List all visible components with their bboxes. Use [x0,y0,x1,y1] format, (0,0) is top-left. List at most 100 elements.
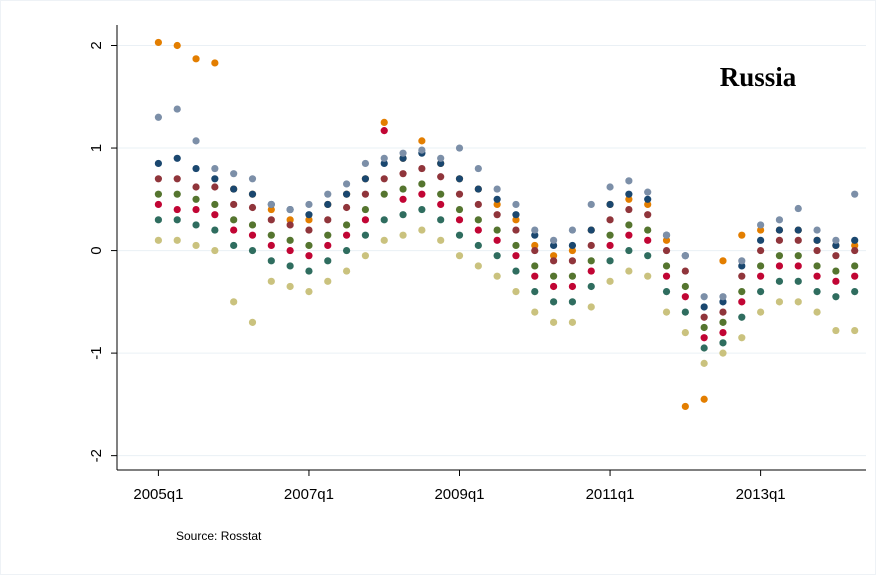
point [154,200,163,209]
point [719,257,727,265]
point [644,195,652,203]
point [437,154,445,162]
point [851,246,859,255]
point [625,195,633,203]
point [455,231,464,239]
point [474,241,482,250]
point [775,236,784,244]
point [531,231,539,239]
point [230,185,238,193]
point [286,216,294,224]
point [719,349,727,357]
point [437,236,445,244]
point [757,272,765,280]
point [531,226,539,234]
point [531,272,539,280]
point [380,154,388,162]
point [267,231,275,239]
point [305,241,313,250]
point [192,55,200,63]
point [211,246,219,255]
point [230,241,238,250]
point [493,272,501,280]
point [154,216,163,224]
point [700,313,708,321]
point [832,241,840,250]
point [550,241,558,250]
point [192,205,200,214]
point [794,204,802,213]
point [568,246,577,255]
point [399,154,407,162]
point [568,282,577,291]
point [286,236,294,244]
point [493,211,501,219]
point [550,318,558,326]
point [173,154,181,162]
point [700,293,708,301]
point [418,205,426,214]
point [342,267,351,275]
point [775,216,784,224]
point [173,105,181,113]
point [550,272,558,280]
point [700,395,708,403]
point [324,231,332,239]
point [794,226,802,234]
point [531,241,539,250]
point [455,216,464,224]
point [606,216,614,224]
point [324,241,332,250]
point [361,159,370,168]
point [587,303,595,311]
point [380,236,388,244]
point [192,183,200,191]
point [455,205,464,214]
point [700,303,708,311]
point [757,246,765,255]
chart-title: Russia [720,62,797,92]
point [775,226,784,234]
point [512,287,520,296]
point [211,183,219,191]
point [681,267,689,275]
point [342,246,351,255]
point [211,175,219,183]
point [230,200,238,209]
y-tick-label: 2 [88,41,105,49]
point [380,159,388,168]
point [644,252,652,260]
point [324,277,332,285]
point [738,272,746,280]
point [474,262,482,270]
y-tick-label: 0 [88,246,105,254]
point [757,308,765,316]
point [719,308,727,316]
point [474,200,482,209]
point [644,226,652,234]
point [681,252,689,260]
point [493,226,501,234]
point [512,200,520,209]
x-tick-label: 2009q1 [434,486,484,503]
point [681,282,689,291]
point [154,113,163,121]
point [681,293,689,301]
point [550,236,558,244]
point [625,177,633,185]
point [418,146,426,154]
point [662,308,671,316]
point [719,293,727,301]
point [361,231,370,239]
point [757,226,765,234]
point [851,262,859,270]
point [681,329,689,337]
point [644,200,652,209]
point [794,277,802,285]
point [512,267,520,275]
point [587,267,595,275]
point [324,216,332,224]
point [437,190,445,198]
point [173,190,181,198]
point [625,190,633,198]
